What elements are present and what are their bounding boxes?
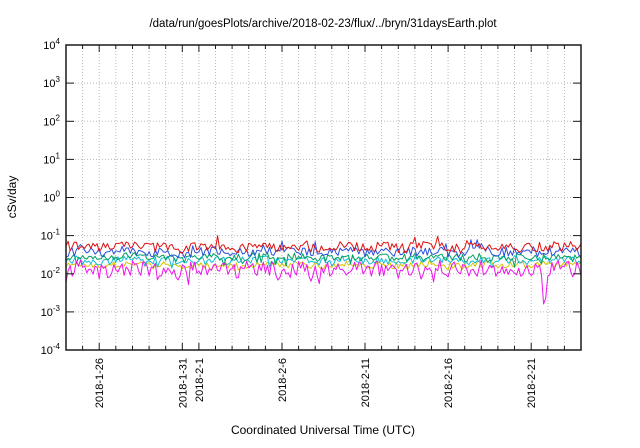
y-axis-title: cSv/day xyxy=(5,176,19,219)
y-tick-label: 101 xyxy=(43,151,60,166)
series-line-channel-blue xyxy=(65,239,582,259)
series-line-channel-yellow xyxy=(65,259,582,271)
y-tick-label: 10-3 xyxy=(41,304,61,319)
plot-border xyxy=(65,44,582,351)
y-tick-label: 103 xyxy=(43,75,60,90)
y-tick-label: 100 xyxy=(43,190,60,205)
series-line-channel-red xyxy=(65,235,582,254)
y-tick-label: 104 xyxy=(43,37,60,52)
series-line-channel-magenta xyxy=(65,259,582,305)
y-tick-label: 102 xyxy=(43,113,60,128)
y-tick-label: 10-1 xyxy=(41,228,61,243)
x-tick-label: 2018-2-1 xyxy=(194,358,206,402)
x-tick-label: 2018-2-11 xyxy=(360,358,372,407)
chart-title: /data/run/goesPlots/archive/2018-02-23/f… xyxy=(149,18,497,30)
x-axis-title: Coordinated Universal Time (UTC) xyxy=(231,423,415,437)
x-tick-label: 2018-2-21 xyxy=(526,358,538,408)
x-tick-label: 2018-1-26 xyxy=(94,358,106,408)
x-tick-label: 2018-2-16 xyxy=(443,358,455,408)
series-line-channel-cyan xyxy=(65,255,582,269)
y-tick-label: 10-2 xyxy=(41,266,61,281)
x-tick-label: 2018-2-6 xyxy=(277,358,289,402)
x-tick-label: 2018-1-31 xyxy=(177,358,189,408)
y-tick-label: 10-4 xyxy=(41,342,61,357)
